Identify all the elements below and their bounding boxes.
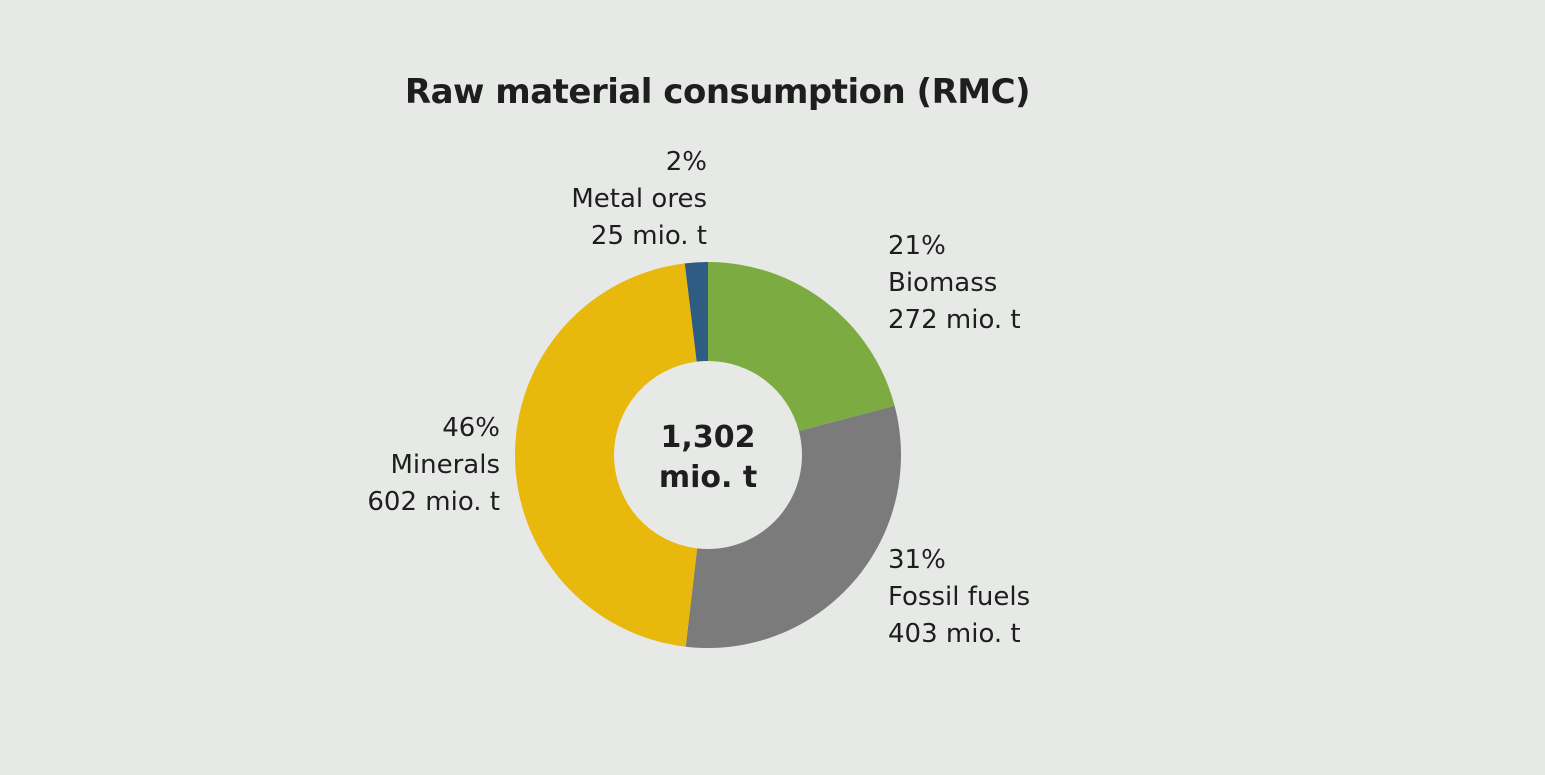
label-biomass-value: 272 mio. t [888,305,1021,335]
label-fossil-fuels-percent: 31% [888,545,946,575]
label-metal-ores-percent: 2% [665,147,707,177]
label-fossil-fuels-value: 403 mio. t [888,619,1021,649]
label-fossil-fuels-name: Fossil fuels [888,582,1031,612]
slice-metal-ores [684,262,708,362]
slice-fossil-fuels [685,405,901,648]
slice-biomass [708,262,895,431]
slice-minerals [515,263,698,647]
label-minerals-name: Minerals [390,450,500,480]
chart-title: Raw material consumption (RMC) [404,72,1031,112]
label-metal-ores-value: 25 mio. t [590,221,707,251]
label-metal-ores: 2% Metal ores 25 mio. t [571,144,707,255]
label-biomass-name: Biomass [888,268,998,298]
label-fossil-fuels: 31% Fossil fuels 403 mio. t [888,542,1030,653]
center-total-unit: mio. t [658,460,758,495]
center-total: 1,302 mio. t [608,418,808,498]
label-minerals-percent: 46% [442,413,500,443]
label-metal-ores-name: Metal ores [571,184,707,214]
center-total-value: 1,302 [660,420,756,455]
label-minerals-value: 602 mio. t [367,487,500,517]
label-biomass: 21% Biomass 272 mio. t [888,228,1021,339]
label-minerals: 46% Minerals 602 mio. t [367,410,500,521]
label-biomass-percent: 21% [888,231,946,261]
